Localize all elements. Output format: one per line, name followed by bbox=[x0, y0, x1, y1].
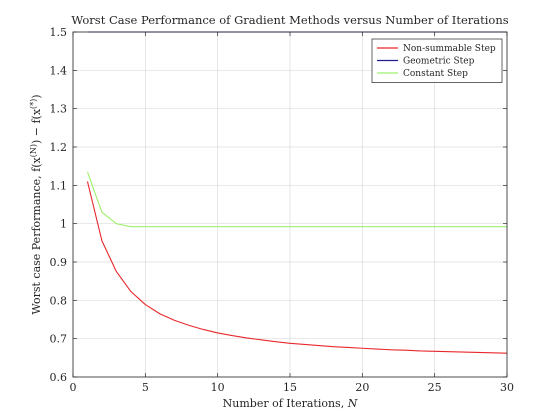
legend-label-geometric-step: Geometric Step bbox=[403, 57, 475, 67]
y-tick-label: 1 bbox=[60, 218, 67, 231]
x-tick-label: 0 bbox=[70, 381, 77, 394]
legend-label-non-summable-step: Non-summable Step bbox=[403, 44, 496, 54]
x-tick-label: 5 bbox=[142, 381, 149, 394]
x-tick-label: 10 bbox=[211, 381, 225, 394]
legend-label-constant-step: Constant Step bbox=[403, 69, 468, 79]
y-tick-label: 0.8 bbox=[50, 294, 68, 307]
y-axis-label: Worst case Performance, f(x(N)) − f(x(*)… bbox=[29, 94, 44, 314]
y-tick-label: 0.6 bbox=[50, 371, 68, 384]
y-tick-label: 1.2 bbox=[50, 141, 68, 154]
legend: Non-summable Step Geometric Step Constant … bbox=[371, 38, 503, 83]
series-line-constant-step bbox=[86, 171, 507, 228]
x-tick-label: 20 bbox=[355, 381, 369, 394]
y-tick-label: 1.1 bbox=[50, 179, 68, 192]
y-tick-label: 0.7 bbox=[50, 333, 68, 346]
series-line-non-summable-step bbox=[86, 181, 508, 354]
x-tick-label: 15 bbox=[283, 381, 297, 394]
x-tick-label: 30 bbox=[500, 381, 514, 394]
x-tick-label: 25 bbox=[428, 381, 442, 394]
y-tick-label: 1.3 bbox=[50, 103, 68, 116]
ticks: 0 5 10 15 20 25 30 0.6 0.7 0.8 0.9 1 1.1 1.2 1.3 1.4 1.5 bbox=[50, 26, 515, 394]
x-axis-label: Number of Iterations, N bbox=[223, 397, 358, 410]
y-tick-label: 0.9 bbox=[50, 256, 68, 269]
chart-title: Worst Case Performance of Gradient Metho… bbox=[71, 13, 508, 27]
y-tick-label: 1.5 bbox=[50, 26, 68, 39]
y-tick-label: 1.4 bbox=[50, 64, 68, 77]
